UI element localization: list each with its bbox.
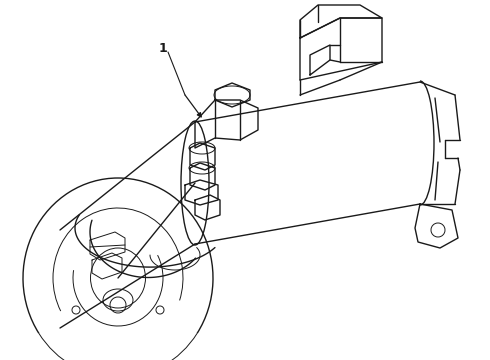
Text: 1: 1 xyxy=(159,41,168,54)
